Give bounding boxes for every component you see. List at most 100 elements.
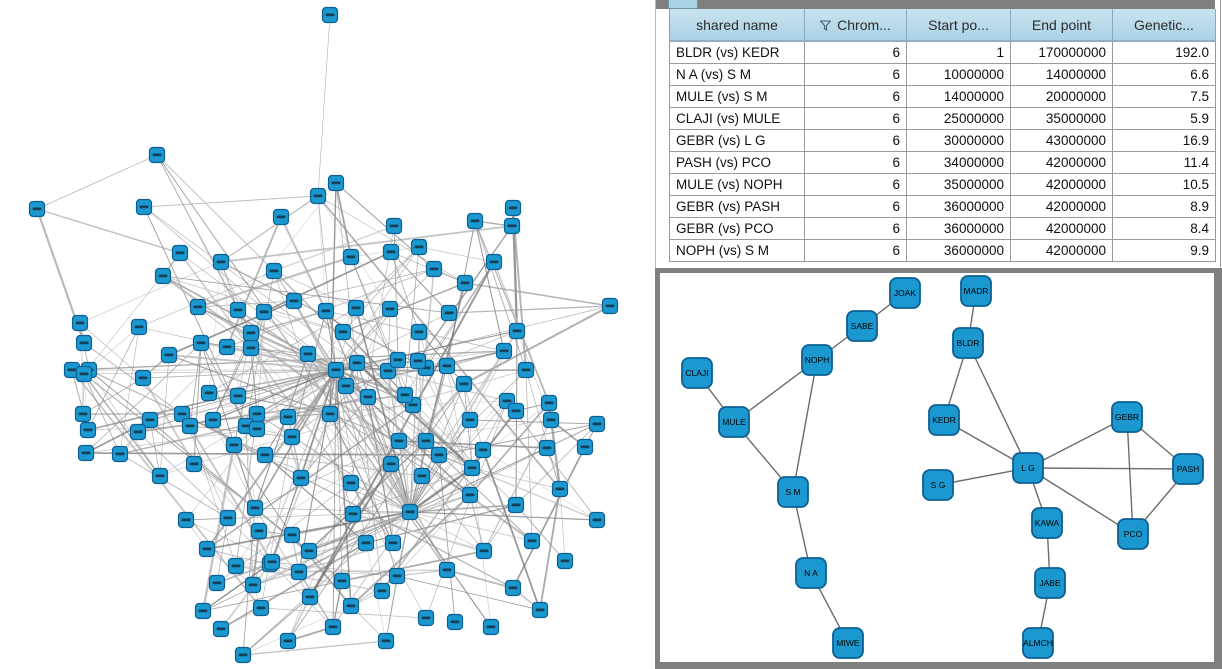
network-node[interactable] bbox=[390, 432, 408, 450]
network-edge-NOPH-SM[interactable] bbox=[792, 359, 818, 493]
network-node[interactable] bbox=[244, 576, 262, 594]
network-node[interactable] bbox=[409, 352, 427, 370]
network-node[interactable] bbox=[181, 417, 199, 435]
network-node[interactable] bbox=[384, 534, 402, 552]
network-node[interactable] bbox=[542, 411, 560, 429]
network-node[interactable] bbox=[321, 6, 339, 24]
network-node[interactable] bbox=[75, 365, 93, 383]
network-node[interactable] bbox=[342, 597, 360, 615]
network-node[interactable] bbox=[540, 394, 558, 412]
cell-value[interactable]: 35000000 bbox=[1010, 107, 1113, 130]
cell-value[interactable]: 20000000 bbox=[1010, 85, 1113, 108]
network-node[interactable] bbox=[482, 618, 500, 636]
table-row[interactable]: PASH (vs) PCO 6 34000000 42000000 11.4 bbox=[669, 151, 1216, 174]
network-node[interactable] bbox=[130, 318, 148, 336]
network-node-kedr[interactable]: KEDR bbox=[928, 404, 960, 436]
table-row[interactable]: BLDR (vs) KEDR 6 1 170000000 192.0 bbox=[669, 41, 1216, 64]
network-node[interactable] bbox=[301, 588, 319, 606]
cell-value[interactable]: 36000000 bbox=[906, 239, 1011, 262]
network-node[interactable] bbox=[177, 511, 195, 529]
network-node[interactable] bbox=[290, 563, 308, 581]
cell-value[interactable]: 42000000 bbox=[1010, 217, 1113, 240]
network-node[interactable] bbox=[208, 574, 226, 592]
network-node[interactable] bbox=[252, 599, 270, 617]
network-node-madr[interactable]: MADR bbox=[960, 275, 992, 307]
network-node[interactable] bbox=[503, 217, 521, 235]
network-node[interactable] bbox=[438, 561, 456, 579]
cell-value[interactable]: 42000000 bbox=[1010, 151, 1113, 174]
network-node[interactable] bbox=[212, 253, 230, 271]
sub-network-canvas[interactable]: JOAK MADR SABE BLDR NOPH CLAJI KEDR MULE GEBR L G… bbox=[660, 273, 1214, 662]
cell-value[interactable]: 8.4 bbox=[1112, 217, 1216, 240]
cell-shared-name[interactable]: PASH (vs) PCO bbox=[669, 151, 805, 174]
network-node[interactable] bbox=[417, 609, 435, 627]
cell-value[interactable]: 35000000 bbox=[906, 173, 1011, 196]
network-node[interactable] bbox=[381, 300, 399, 318]
network-node[interactable] bbox=[309, 187, 327, 205]
network-node[interactable] bbox=[430, 446, 448, 464]
network-node[interactable] bbox=[255, 303, 273, 321]
network-node[interactable] bbox=[389, 351, 407, 369]
cell-value[interactable]: 34000000 bbox=[906, 151, 1011, 174]
network-node[interactable] bbox=[324, 618, 342, 636]
network-node[interactable] bbox=[189, 298, 207, 316]
network-node[interactable] bbox=[129, 423, 147, 441]
network-node[interactable] bbox=[192, 334, 210, 352]
network-node-noph[interactable]: NOPH bbox=[801, 344, 833, 376]
network-node-lg[interactable]: L G bbox=[1012, 452, 1044, 484]
network-node[interactable] bbox=[171, 244, 189, 262]
cell-value[interactable]: 9.9 bbox=[1112, 239, 1216, 262]
network-node[interactable] bbox=[218, 338, 236, 356]
network-node[interactable] bbox=[576, 438, 594, 456]
network-node-pco[interactable]: PCO bbox=[1117, 518, 1149, 550]
network-node[interactable] bbox=[185, 455, 203, 473]
network-node[interactable] bbox=[234, 646, 252, 664]
network-node[interactable] bbox=[342, 248, 360, 266]
cell-value[interactable]: 6 bbox=[804, 217, 907, 240]
cell-shared-name[interactable]: GEBR (vs) L G bbox=[669, 129, 805, 152]
network-node[interactable] bbox=[377, 632, 395, 650]
network-node[interactable] bbox=[248, 420, 266, 438]
cell-shared-name[interactable]: GEBR (vs) PCO bbox=[669, 217, 805, 240]
network-node[interactable] bbox=[173, 405, 191, 423]
panel-tab-fragment[interactable] bbox=[668, 0, 698, 9]
network-node[interactable] bbox=[77, 444, 95, 462]
network-node[interactable] bbox=[272, 208, 290, 226]
network-node[interactable] bbox=[344, 505, 362, 523]
table-row[interactable]: MULE (vs) S M 6 14000000 20000000 7.5 bbox=[669, 85, 1216, 108]
cell-shared-name[interactable]: N A (vs) S M bbox=[669, 63, 805, 86]
column-header-start-po-[interactable]: Start po... bbox=[906, 9, 1011, 42]
network-edge-LG-PCO[interactable] bbox=[1027, 467, 1134, 535]
cell-value[interactable]: 6.6 bbox=[1112, 63, 1216, 86]
network-node[interactable] bbox=[388, 567, 406, 585]
network-node[interactable] bbox=[504, 579, 522, 597]
network-node-jabe[interactable]: JABE bbox=[1034, 567, 1066, 599]
network-node[interactable] bbox=[417, 432, 435, 450]
network-node[interactable] bbox=[299, 345, 317, 363]
column-header-genetic-[interactable]: Genetic... bbox=[1112, 9, 1216, 42]
network-node[interactable] bbox=[285, 292, 303, 310]
column-header-end-point[interactable]: End point bbox=[1010, 9, 1113, 42]
cell-value[interactable]: 10000000 bbox=[906, 63, 1011, 86]
network-node[interactable] bbox=[321, 405, 339, 423]
network-node[interactable] bbox=[508, 322, 526, 340]
network-node-na[interactable]: N A bbox=[795, 557, 827, 589]
network-node[interactable] bbox=[495, 342, 513, 360]
cell-value[interactable]: 11.4 bbox=[1112, 151, 1216, 174]
network-node[interactable] bbox=[588, 511, 606, 529]
network-node[interactable] bbox=[410, 323, 428, 341]
network-node-gebr[interactable]: GEBR bbox=[1111, 401, 1143, 433]
table-row[interactable]: MULE (vs) NOPH 6 35000000 42000000 10.5 bbox=[669, 173, 1216, 196]
network-node[interactable] bbox=[225, 436, 243, 454]
network-node[interactable] bbox=[401, 503, 419, 521]
network-node-kawa[interactable]: KAWA bbox=[1031, 507, 1063, 539]
network-node[interactable] bbox=[333, 572, 351, 590]
network-node[interactable] bbox=[456, 274, 474, 292]
network-node[interactable] bbox=[160, 346, 178, 364]
cell-shared-name[interactable]: MULE (vs) NOPH bbox=[669, 173, 805, 196]
filter-icon[interactable] bbox=[820, 19, 832, 31]
network-node[interactable] bbox=[327, 174, 345, 192]
network-node[interactable] bbox=[292, 469, 310, 487]
network-node-claji[interactable]: CLAJI bbox=[681, 357, 713, 389]
network-node[interactable] bbox=[279, 632, 297, 650]
